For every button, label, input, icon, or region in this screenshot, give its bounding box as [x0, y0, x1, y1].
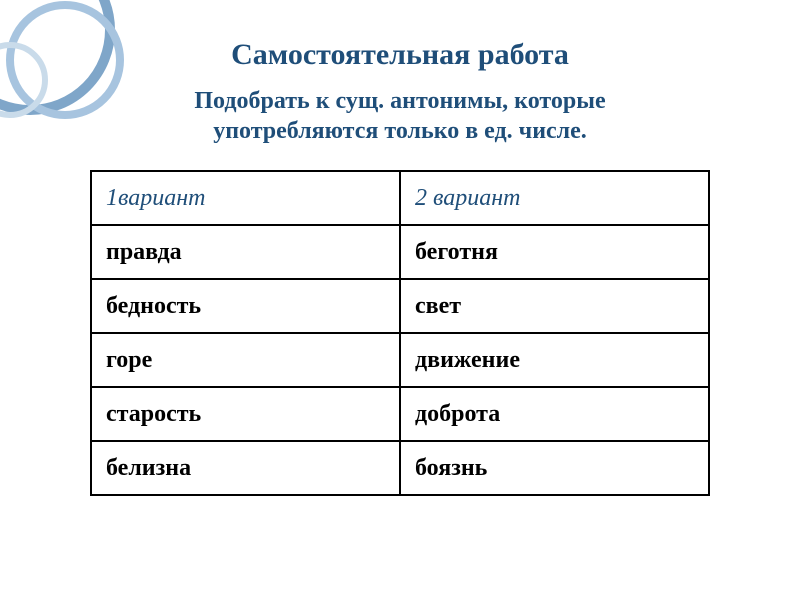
table-cell: движение	[400, 333, 709, 387]
page-subtitle: Подобрать к сущ. антонимы, которые употр…	[120, 86, 680, 146]
table-cell: старость	[91, 387, 400, 441]
antonyms-table-wrap: 1вариант 2 вариант правда беготня беднос…	[90, 170, 710, 496]
page-title: Самостоятельная работа	[0, 38, 800, 72]
table-cell: бедность	[91, 279, 400, 333]
table-header-col1: 1вариант	[91, 171, 400, 225]
antonyms-table: 1вариант 2 вариант правда беготня беднос…	[90, 170, 710, 496]
table-cell: белизна	[91, 441, 400, 495]
table-header-row: 1вариант 2 вариант	[91, 171, 709, 225]
table-cell: беготня	[400, 225, 709, 279]
table-cell: правда	[91, 225, 400, 279]
table-cell: боязнь	[400, 441, 709, 495]
table-row: правда беготня	[91, 225, 709, 279]
table-cell: свет	[400, 279, 709, 333]
table-cell: горе	[91, 333, 400, 387]
table-row: старость доброта	[91, 387, 709, 441]
table-row: бедность свет	[91, 279, 709, 333]
table-row: горе движение	[91, 333, 709, 387]
table-row: белизна боязнь	[91, 441, 709, 495]
slide-content: Самостоятельная работа Подобрать к сущ. …	[0, 0, 800, 496]
table-cell: доброта	[400, 387, 709, 441]
table-header-col2: 2 вариант	[400, 171, 709, 225]
